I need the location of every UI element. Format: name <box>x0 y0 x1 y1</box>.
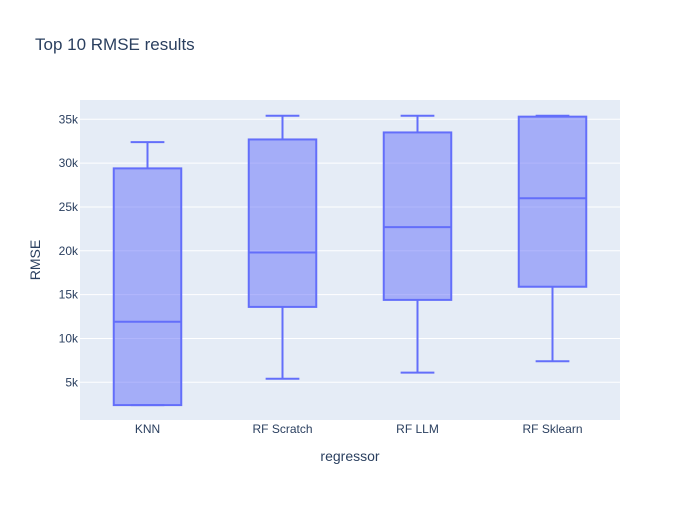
y-tick-label: 20k <box>59 244 79 258</box>
y-tick-labels: 5k 10k 15k 20k 25k 30k 35k <box>59 112 79 389</box>
box-iqr <box>112 167 183 407</box>
x-tick-label: KNN <box>135 422 160 436</box>
x-tick-labels: KNN RF Scratch RF LLM RF Sklearn <box>135 422 583 436</box>
y-tick-label: 30k <box>59 156 79 170</box>
y-tick-label: 15k <box>59 288 79 302</box>
x-tick-label: RF LLM <box>396 422 439 436</box>
box-iqr <box>247 138 318 308</box>
y-tick-label: 25k <box>59 200 79 214</box>
box-iqr <box>382 131 453 301</box>
y-tick-label: 5k <box>65 375 79 389</box>
box-series <box>112 114 588 407</box>
x-tick-label: RF Sklearn <box>522 422 582 436</box>
box-group <box>112 141 183 407</box>
box-group <box>247 114 318 380</box>
y-tick-label: 10k <box>59 331 79 345</box>
box-group <box>382 114 453 374</box>
y-axis-title: RMSE <box>27 240 43 280</box>
x-axis-title: regressor <box>320 448 379 464</box>
y-tick-label: 35k <box>59 112 79 126</box>
box-group <box>517 114 588 363</box>
x-tick-label: RF Scratch <box>252 422 312 436</box>
chart-title: Top 10 RMSE results <box>35 35 195 54</box>
box-iqr <box>517 115 588 288</box>
